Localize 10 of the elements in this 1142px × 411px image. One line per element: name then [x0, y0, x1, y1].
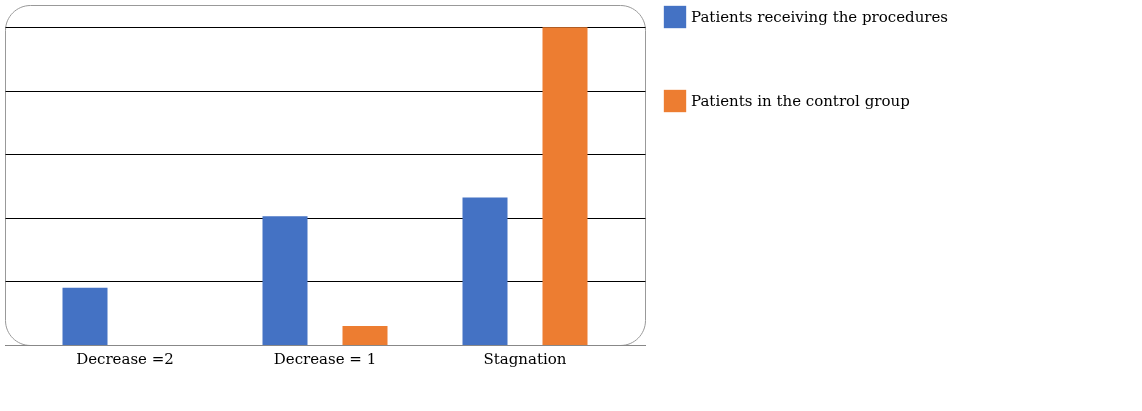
bar — [462, 197, 508, 345]
x-tick-label: Stagnation — [483, 349, 567, 368]
bar — [542, 27, 588, 345]
bar — [262, 216, 308, 345]
x-tick-label: Decrease =2 — [76, 349, 174, 368]
x-tick-label: Decrease = 1 — [273, 349, 377, 368]
bar — [62, 287, 108, 345]
legend-label: Patients in the control group — [691, 92, 910, 110]
legend-label: Patients receiving the procedures — [691, 8, 949, 26]
bar — [342, 325, 388, 345]
